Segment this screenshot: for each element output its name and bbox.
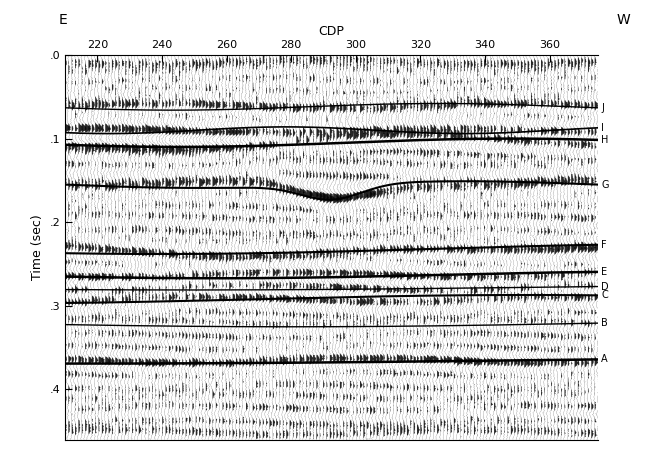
Text: D: D bbox=[601, 282, 609, 292]
Text: A: A bbox=[601, 354, 608, 365]
Text: B: B bbox=[601, 318, 608, 328]
X-axis label: CDP: CDP bbox=[318, 25, 344, 38]
Text: W: W bbox=[617, 13, 630, 27]
Text: E: E bbox=[58, 13, 67, 27]
Text: F: F bbox=[601, 240, 607, 250]
Text: I: I bbox=[601, 123, 604, 133]
Text: G: G bbox=[601, 180, 609, 190]
Text: H: H bbox=[601, 135, 608, 145]
Text: J: J bbox=[601, 103, 604, 113]
Text: C: C bbox=[601, 290, 608, 300]
Y-axis label: Time (sec): Time (sec) bbox=[31, 214, 44, 280]
Text: E: E bbox=[601, 267, 607, 277]
